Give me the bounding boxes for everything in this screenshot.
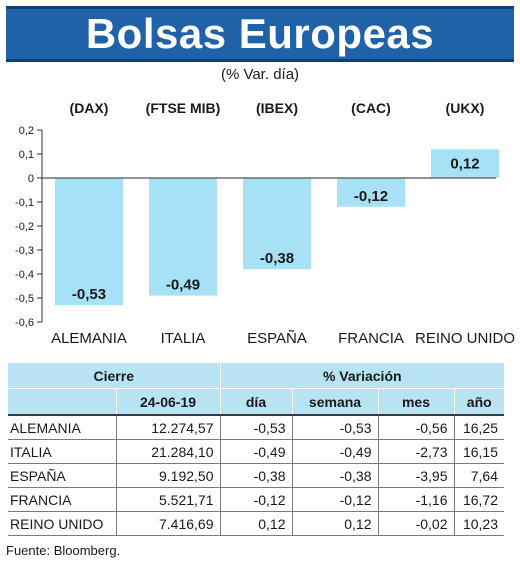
category-label: ALEMANIA bbox=[51, 330, 127, 347]
cell-ano: 16,25 bbox=[453, 414, 504, 440]
bar bbox=[337, 178, 405, 207]
table-row: ALEMANIA 12.274,57 -0,53 -0,53 -0,56 16,… bbox=[8, 414, 504, 440]
data-table: Cierre % Variación 24-06-19 día semana m… bbox=[8, 363, 504, 536]
table-row: ITALIA 21.284,10 -0,49 -0,49 -2,73 16,15 bbox=[8, 439, 504, 464]
cell-dia: -0,53 bbox=[219, 414, 292, 440]
cell-mes: -0,02 bbox=[377, 511, 454, 536]
cell-semana: 0,12 bbox=[291, 511, 378, 536]
cell-cierre: 7.416,69 bbox=[115, 511, 220, 536]
cell-cierre: 21.284,10 bbox=[115, 439, 220, 464]
cell-dia: -0,49 bbox=[219, 439, 292, 464]
cell-pais: ESPAÑA bbox=[8, 463, 116, 488]
bar-value-label: 0,12 bbox=[450, 156, 479, 173]
header-ano: año bbox=[453, 388, 504, 415]
header-empty bbox=[8, 388, 116, 415]
y-tick-label: 0,2 bbox=[19, 125, 34, 137]
y-tick-label: -0,5 bbox=[15, 293, 34, 305]
index-label: (CAC) bbox=[351, 100, 391, 116]
bar bbox=[243, 178, 311, 270]
y-tick-label: -0,1 bbox=[15, 197, 34, 209]
cell-dia: -0,12 bbox=[219, 487, 292, 512]
header-date: 24-06-19 bbox=[115, 388, 220, 415]
table-row: FRANCIA 5.521,71 -0,12 -0,12 -1,16 16,72 bbox=[8, 487, 504, 512]
chart-title: Bolsas Europeas bbox=[85, 10, 435, 57]
cell-cierre: 12.274,57 bbox=[115, 414, 220, 440]
y-tick-label: -0,3 bbox=[15, 245, 34, 257]
table-row: REINO UNIDO 7.416,69 0,12 0,12 -0,02 10,… bbox=[8, 511, 504, 536]
cell-semana: -0,12 bbox=[291, 487, 378, 512]
y-tick-label: 0,1 bbox=[19, 149, 34, 161]
index-label: (IBEX) bbox=[256, 100, 298, 116]
index-label: (UKX) bbox=[446, 100, 485, 116]
bar-value-label: -0,38 bbox=[260, 250, 294, 267]
bar-chart: 0,2 0,1 0 -0,1 -0,2 -0,3 -0,4 -0,5 -0,6 -0,53 (DAX… bbox=[15, 100, 515, 347]
y-tick-label: 0 bbox=[28, 173, 34, 185]
cell-semana: -0,49 bbox=[291, 439, 378, 464]
cell-mes: -2,73 bbox=[377, 439, 454, 464]
y-tick-label: -0,4 bbox=[15, 269, 34, 281]
table-header-row: Cierre % Variación bbox=[8, 363, 504, 389]
index-label: (FTSE MIB) bbox=[146, 100, 221, 116]
y-tick-label: -0,6 bbox=[15, 317, 34, 329]
cell-ano: 16,72 bbox=[453, 487, 504, 512]
bar bbox=[149, 178, 217, 296]
title-banner: Bolsas Europeas bbox=[6, 6, 514, 62]
cell-dia: 0,12 bbox=[219, 511, 292, 536]
cell-pais: ITALIA bbox=[8, 439, 116, 464]
cell-ano: 7,64 bbox=[453, 463, 504, 488]
cell-ano: 16,15 bbox=[453, 439, 504, 464]
header-cierre: Cierre bbox=[8, 363, 220, 389]
cell-mes: -0,56 bbox=[377, 414, 454, 440]
cell-semana: -0,53 bbox=[291, 414, 378, 440]
bar-value-label: -0,53 bbox=[72, 286, 106, 303]
y-tick-label: -0,2 bbox=[15, 221, 34, 233]
cell-semana: -0,38 bbox=[291, 463, 378, 488]
cell-dia: -0,38 bbox=[219, 463, 292, 488]
source-note: Fuente: Bloomberg. bbox=[6, 543, 121, 558]
table-row: ESPAÑA 9.192,50 -0,38 -0,38 -3,95 7,64 bbox=[8, 463, 504, 488]
cell-cierre: 5.521,71 bbox=[115, 487, 220, 512]
header-mes: mes bbox=[377, 388, 454, 415]
cell-cierre: 9.192,50 bbox=[115, 463, 220, 488]
header-dia: día bbox=[219, 388, 292, 415]
cell-pais: FRANCIA bbox=[8, 487, 116, 512]
bar-value-label: -0,12 bbox=[354, 188, 388, 205]
category-label: REINO UNIDO bbox=[415, 330, 515, 347]
header-variacion: % Variación bbox=[219, 363, 504, 389]
cell-ano: 10,23 bbox=[453, 511, 504, 536]
bar bbox=[55, 178, 123, 306]
cell-pais: ALEMANIA bbox=[8, 414, 116, 440]
cell-mes: -3,95 bbox=[377, 463, 454, 488]
category-label: FRANCIA bbox=[338, 330, 404, 347]
index-label: (DAX) bbox=[70, 100, 109, 116]
category-label: ITALIA bbox=[161, 330, 206, 347]
bar-value-label: -0,49 bbox=[166, 277, 200, 294]
category-label: ESPAÑA bbox=[247, 330, 307, 347]
cell-pais: REINO UNIDO bbox=[8, 511, 116, 536]
table-subheader-row: 24-06-19 día semana mes año bbox=[8, 388, 504, 415]
chart-subtitle: (% Var. día) bbox=[220, 66, 300, 83]
header-semana: semana bbox=[291, 388, 378, 415]
bar bbox=[431, 149, 499, 178]
cell-mes: -1,16 bbox=[377, 487, 454, 512]
